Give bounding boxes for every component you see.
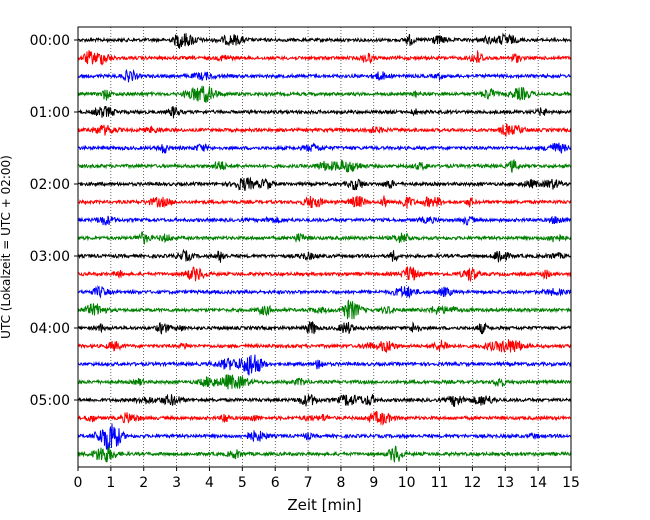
trace-row xyxy=(77,393,572,407)
trace-row xyxy=(77,266,572,283)
trace-row xyxy=(77,320,572,335)
x-tick-label: 13 xyxy=(496,475,514,491)
trace-row xyxy=(77,248,572,263)
trace-row xyxy=(77,123,572,137)
x-tick-label: 9 xyxy=(369,475,378,491)
trace-row xyxy=(77,285,572,299)
trace-row xyxy=(77,410,572,426)
y-tick-label: 04:00 xyxy=(30,321,70,337)
trace-row xyxy=(77,49,572,66)
trace-row xyxy=(77,32,572,49)
x-tick-label: 12 xyxy=(463,475,481,491)
x-tick-label: 4 xyxy=(205,475,214,491)
trace-row xyxy=(77,215,572,226)
x-axis-label: Zeit [min] xyxy=(287,496,361,514)
x-tick-label: 5 xyxy=(238,475,247,491)
trace-row xyxy=(77,354,572,376)
trace-row xyxy=(77,423,572,450)
x-tick-label: 14 xyxy=(529,475,547,491)
trace-row xyxy=(77,339,572,353)
trace-row xyxy=(77,176,572,192)
trace-row xyxy=(77,106,572,119)
x-tick-label: 7 xyxy=(304,475,313,491)
y-tick-label: 05:00 xyxy=(30,393,70,409)
trace-row xyxy=(77,142,572,154)
trace-row xyxy=(77,68,572,83)
plot-frame xyxy=(77,26,572,468)
x-tick-label: 15 xyxy=(562,475,580,491)
y-axis-ticks: 00:00 01:00 02:00 03:00 04:00 05:00 xyxy=(30,33,78,409)
y-tick-label: 03:00 xyxy=(30,249,70,265)
x-axis-ticks: 0 1 2 3 4 5 6 7 8 9 10 11 12 13 14 15 xyxy=(74,467,580,491)
x-tick-label: 0 xyxy=(74,475,83,491)
x-tick-label: 10 xyxy=(398,475,416,491)
trace-row xyxy=(77,230,572,245)
x-tick-label: 2 xyxy=(139,475,148,491)
y-tick-label: 00:00 xyxy=(30,33,70,49)
trace-row xyxy=(77,299,572,320)
trace-row xyxy=(77,85,572,103)
seismogram-traces xyxy=(77,32,572,463)
x-tick-label: 3 xyxy=(172,475,181,491)
x-tick-label: 6 xyxy=(271,475,280,491)
x-tick-label: 1 xyxy=(106,475,115,491)
x-tick-label: 8 xyxy=(336,475,345,491)
trace-row xyxy=(77,374,572,390)
x-tick-label: 11 xyxy=(431,475,449,491)
trace-row xyxy=(77,195,572,209)
trace-row xyxy=(77,159,572,173)
y-tick-label: 02:00 xyxy=(30,177,70,193)
grid-lines xyxy=(110,27,539,467)
trace-row xyxy=(77,445,572,463)
y-axis-label: UTC (Lokalzeit = UTC + 02:00) xyxy=(0,155,13,339)
y-tick-label: 01:00 xyxy=(30,105,70,121)
